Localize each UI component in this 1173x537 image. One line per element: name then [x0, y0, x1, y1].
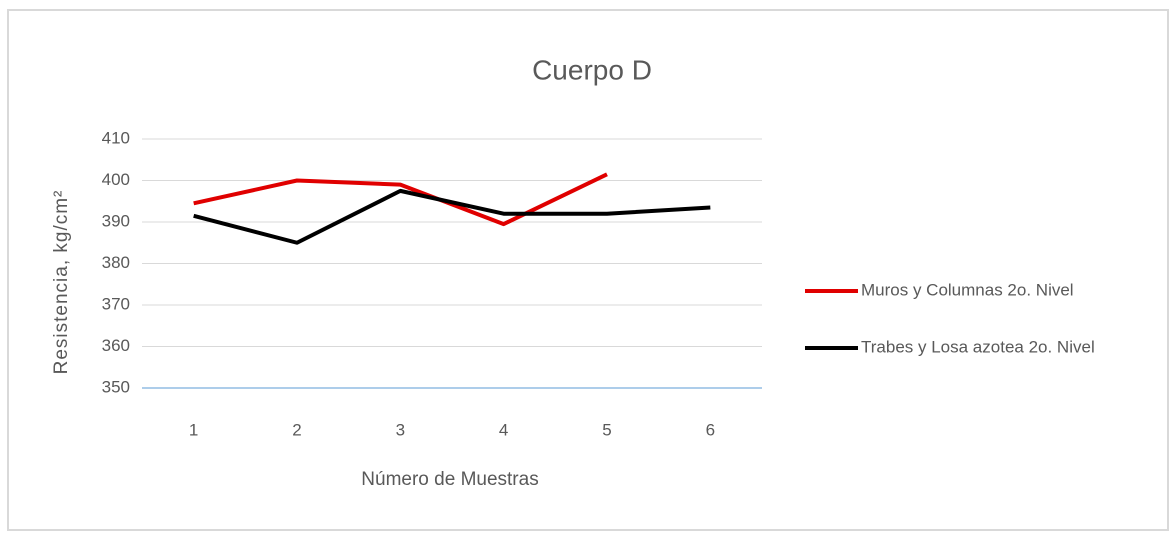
series-line — [193, 172, 608, 227]
x-tick-label: 3 — [396, 420, 405, 439]
y-tick-label: 370 — [102, 294, 130, 313]
y-tick-label: 380 — [102, 253, 130, 272]
x-tick-label: 1 — [189, 420, 198, 439]
y-tick-label: 390 — [102, 211, 130, 230]
y-tick-label: 360 — [102, 336, 130, 355]
x-tick-label: 2 — [292, 420, 301, 439]
chart-title: Cuerpo D — [532, 54, 652, 85]
y-tick-label: 410 — [102, 128, 130, 147]
x-tick-label: 6 — [706, 420, 715, 439]
x-tick-label: 5 — [602, 420, 611, 439]
y-axis-label: Resistencia, kg/cm² — [51, 190, 72, 375]
y-tick-label: 350 — [102, 377, 130, 396]
series-line — [193, 188, 711, 245]
chart-border — [7, 9, 1169, 531]
legend-label: Muros y Columnas 2o. Nivel — [861, 280, 1074, 299]
y-tick-label: 400 — [102, 170, 130, 189]
legend-label: Trabes y Losa azotea 2o. Nivel — [861, 337, 1095, 356]
x-axis-label: Número de Muestras — [361, 469, 538, 490]
x-tick-label: 4 — [499, 420, 508, 439]
